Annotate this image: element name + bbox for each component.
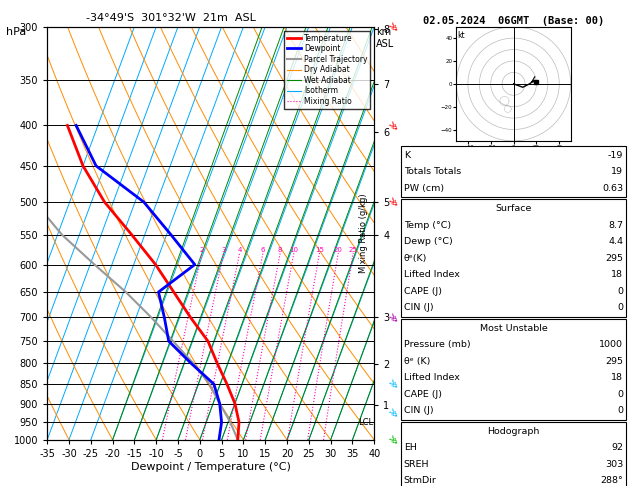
Text: EH: EH	[404, 443, 416, 452]
Text: ≫: ≫	[386, 377, 400, 391]
Text: 1000: 1000	[599, 340, 623, 349]
Text: 0: 0	[617, 390, 623, 399]
Text: Totals Totals: Totals Totals	[404, 167, 461, 176]
Text: 15: 15	[315, 247, 324, 253]
Text: ≫: ≫	[386, 19, 400, 34]
Text: 6: 6	[261, 247, 265, 253]
Text: K: K	[404, 151, 410, 159]
Text: 18: 18	[611, 373, 623, 382]
Legend: Temperature, Dewpoint, Parcel Trajectory, Dry Adiabat, Wet Adiabat, Isotherm, Mi: Temperature, Dewpoint, Parcel Trajectory…	[284, 31, 370, 109]
Text: LCL: LCL	[358, 418, 373, 428]
Text: -34°49'S  301°32'W  21m  ASL: -34°49'S 301°32'W 21m ASL	[86, 13, 256, 23]
Text: CIN (J): CIN (J)	[404, 406, 433, 415]
X-axis label: Dewpoint / Temperature (°C): Dewpoint / Temperature (°C)	[131, 462, 291, 471]
Text: -19: -19	[608, 151, 623, 159]
Text: 20: 20	[334, 247, 343, 253]
Text: ≫: ≫	[386, 118, 400, 133]
Text: © weatheronline.co.uk: © weatheronline.co.uk	[465, 472, 562, 481]
Text: 288°: 288°	[601, 476, 623, 485]
Text: 4.4: 4.4	[608, 237, 623, 246]
Bar	[401, 146, 626, 197]
Text: 303: 303	[605, 460, 623, 469]
Text: Lifted Index: Lifted Index	[404, 373, 460, 382]
Text: 0.63: 0.63	[602, 184, 623, 192]
Text: 8.7: 8.7	[608, 221, 623, 229]
Text: Hodograph: Hodograph	[487, 427, 540, 435]
Text: 02.05.2024  06GMT  (Base: 00): 02.05.2024 06GMT (Base: 00)	[423, 16, 604, 26]
Text: 10: 10	[289, 247, 298, 253]
Text: 0: 0	[617, 287, 623, 295]
Text: Surface: Surface	[496, 204, 532, 213]
Text: Temp (°C): Temp (°C)	[404, 221, 451, 229]
Text: CAPE (J): CAPE (J)	[404, 390, 442, 399]
Text: 295: 295	[605, 254, 623, 262]
Text: SREH: SREH	[404, 460, 430, 469]
Text: 4: 4	[237, 247, 242, 253]
Bar	[401, 422, 626, 486]
Bar	[401, 319, 626, 420]
Text: θᵉ (K): θᵉ (K)	[404, 357, 430, 365]
Text: km: km	[376, 27, 391, 37]
Text: ≫: ≫	[386, 310, 400, 325]
Text: 25: 25	[348, 247, 357, 253]
Text: 19: 19	[611, 167, 623, 176]
Text: ≫: ≫	[386, 433, 400, 447]
Text: 18: 18	[611, 270, 623, 279]
Text: 8: 8	[278, 247, 282, 253]
Text: Most Unstable: Most Unstable	[480, 324, 547, 332]
Text: 0: 0	[617, 303, 623, 312]
Text: Dewp (°C): Dewp (°C)	[404, 237, 453, 246]
Text: CIN (J): CIN (J)	[404, 303, 433, 312]
Text: kt: kt	[458, 31, 465, 40]
Text: ≫: ≫	[386, 195, 400, 209]
Text: ASL: ASL	[376, 39, 394, 49]
Text: 3: 3	[221, 247, 226, 253]
Bar	[401, 199, 626, 317]
Text: Lifted Index: Lifted Index	[404, 270, 460, 279]
Text: 295: 295	[605, 357, 623, 365]
Text: 92: 92	[611, 443, 623, 452]
Text: Pressure (mb): Pressure (mb)	[404, 340, 470, 349]
Text: θᵉ(K): θᵉ(K)	[404, 254, 427, 262]
Text: 2: 2	[199, 247, 204, 253]
Text: CAPE (J): CAPE (J)	[404, 287, 442, 295]
Text: hPa: hPa	[6, 27, 26, 37]
Text: ≫: ≫	[386, 406, 400, 420]
Text: Mixing Ratio (g/kg): Mixing Ratio (g/kg)	[359, 193, 368, 273]
Text: 0: 0	[617, 406, 623, 415]
Text: StmDir: StmDir	[404, 476, 437, 485]
Text: PW (cm): PW (cm)	[404, 184, 444, 192]
